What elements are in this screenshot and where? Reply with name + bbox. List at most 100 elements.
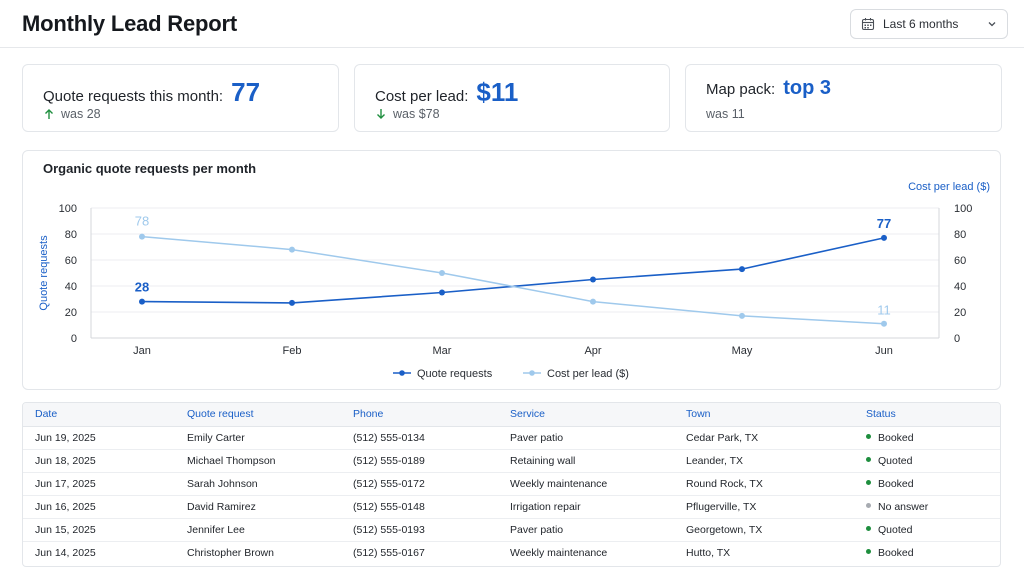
kpi-label: Map pack:	[706, 81, 776, 98]
calendar-icon	[861, 18, 875, 31]
data-point	[590, 276, 596, 283]
line-chart: 0 0 20 20 40 40 60 60 80 80 100 100 Jan Feb Mar Apr May J…	[38, 181, 990, 380]
cell-phone: (512) 555-0148	[341, 495, 498, 519]
status-dot-icon	[866, 480, 871, 486]
cell-town: Cedar Park, TX	[674, 426, 854, 450]
cell-quote-request: Emily Carter	[175, 426, 341, 450]
kpi-card-quote-requests: Quote requests this month: 77 was 28	[22, 64, 339, 132]
cell-status: Quoted	[854, 518, 1000, 542]
data-label: 28	[135, 280, 149, 295]
data-point	[590, 298, 596, 305]
x-tick-label: Jan	[133, 345, 151, 357]
cell-service: Paver patio	[498, 426, 674, 450]
column-header-town[interactable]: Town	[674, 403, 854, 427]
y2-tick-label: 20	[954, 307, 966, 319]
y2-tick-label: 100	[954, 203, 972, 215]
kpi-label: Cost per lead:	[375, 88, 469, 105]
series-line-cost-per-lead	[141, 235, 885, 325]
data-point	[289, 246, 295, 253]
table-row[interactable]: Jun 18, 2025 Michael Thompson (512) 555-01…	[23, 449, 1000, 473]
x-tick-label: Feb	[283, 345, 302, 357]
cell-service: Weekly maintenance	[510, 546, 608, 559]
cell-phone: (512) 555-0134	[341, 426, 498, 450]
data-point	[439, 289, 445, 296]
legend-swatch-dot	[399, 370, 405, 376]
kpi-value: top 3	[783, 77, 831, 99]
cell-town: Pflugerville, TX	[674, 495, 854, 519]
y-tick-label: 80	[65, 229, 77, 241]
column-header-status[interactable]: Status	[854, 403, 1000, 427]
kpi-label: Quote requests this month:	[43, 88, 224, 105]
cell-quote-request: David Ramirez	[175, 495, 341, 519]
data-point	[739, 266, 745, 273]
cell-town: Georgetown, TX	[674, 518, 854, 542]
y2-tick-label: 40	[954, 281, 966, 293]
status-dot-icon	[866, 526, 871, 532]
series-line-quote-requests	[141, 237, 885, 304]
table-row[interactable]: Jun 15, 2025 Jennifer Lee (512) 555-0193 Pa…	[23, 518, 1000, 542]
table-header-row: Date Quote request Phone Service Town St…	[23, 403, 1000, 427]
date-range-select[interactable]: Last 6 months	[850, 9, 1008, 39]
cell-date: Jun 15, 2025	[23, 518, 175, 542]
table-row[interactable]: Jun 14, 2025 Christopher Brown (512) 555-0…	[23, 541, 1000, 564]
cell-town: Leander, TX	[674, 449, 854, 473]
chevron-down-icon	[988, 22, 996, 27]
cell-quote-request: Sarah Johnson	[175, 472, 341, 496]
arrow-down-icon	[377, 109, 385, 119]
data-point	[139, 298, 145, 305]
kpi-previous: was $78	[393, 107, 440, 121]
y2-tick-label: 80	[954, 229, 966, 241]
column-header-phone[interactable]: Phone	[341, 403, 498, 427]
data-label: 78	[135, 214, 149, 229]
data-point	[881, 234, 887, 241]
y-tick-label: 0	[71, 333, 77, 345]
table-row[interactable]: Jun 19, 2025 Emily Carter (512) 555-0134 Pa…	[23, 426, 1000, 450]
cell-status: Booked	[854, 472, 1000, 496]
leads-table: Date Quote request Phone Service Town St…	[23, 403, 1000, 564]
status-dot-icon	[866, 434, 871, 440]
cell-status: Booked	[854, 541, 1000, 564]
table-row[interactable]: Jun 16, 2025 David Ramirez (512) 555-0148 I…	[23, 495, 1000, 519]
cell-town: Round Rock, TX	[674, 472, 854, 496]
status-text: Quoted	[878, 454, 913, 467]
cell-status: Booked	[854, 426, 1000, 450]
cell-date: Jun 14, 2025	[35, 546, 96, 559]
status-text: Booked	[878, 546, 914, 559]
y2-tick-label: 60	[954, 255, 966, 267]
cell-date: Jun 18, 2025	[23, 449, 175, 473]
kpi-previous: was 11	[706, 107, 745, 121]
y-axis-label: Quote requests	[38, 235, 50, 311]
status-dot-icon	[866, 503, 871, 509]
cell-status: No answer	[854, 495, 1000, 519]
data-point	[439, 270, 445, 276]
kpi-previous: was 28	[61, 107, 101, 121]
cell-quote-request: Michael Thompson	[175, 449, 341, 473]
legend-label: Cost per lead ($)	[547, 368, 629, 380]
page-title: Monthly Lead Report	[22, 11, 237, 36]
cell-phone: (512) 555-0193	[341, 518, 498, 542]
status-dot-icon	[866, 457, 871, 463]
data-label: 77	[877, 216, 891, 231]
y-tick-label: 100	[59, 203, 77, 215]
chart-title: Organic quote requests per month	[43, 161, 257, 176]
x-tick-label: Mar	[433, 345, 452, 357]
cell-status: Quoted	[854, 449, 1000, 473]
kpi-card-map-pack: Map pack: top 3 was 11	[685, 64, 1002, 132]
x-tick-label: May	[732, 345, 753, 357]
status-text: Booked	[878, 477, 914, 490]
cell-phone: (512) 555-0189	[341, 449, 498, 473]
column-header-service[interactable]: Service	[498, 403, 674, 427]
status-text: No answer	[878, 500, 929, 513]
y-tick-label: 60	[65, 255, 77, 267]
column-header-date[interactable]: Date	[23, 403, 175, 427]
column-header-quote-request[interactable]: Quote request	[175, 403, 341, 427]
data-point	[881, 320, 887, 327]
table-row[interactable]: Jun 17, 2025 Sarah Johnson (512) 555-0172 W…	[23, 472, 1000, 496]
data-point	[739, 312, 745, 319]
cell-date: Jun 19, 2025	[23, 426, 175, 450]
date-range-label: Last 6 months	[883, 17, 959, 31]
cell-date: Jun 16, 2025	[23, 495, 175, 519]
cell-quote-request: Jennifer Lee	[175, 518, 341, 542]
leads-table-card: Date Quote request Phone Service Town St…	[22, 402, 1001, 567]
cell-service: Retaining wall	[498, 449, 674, 473]
